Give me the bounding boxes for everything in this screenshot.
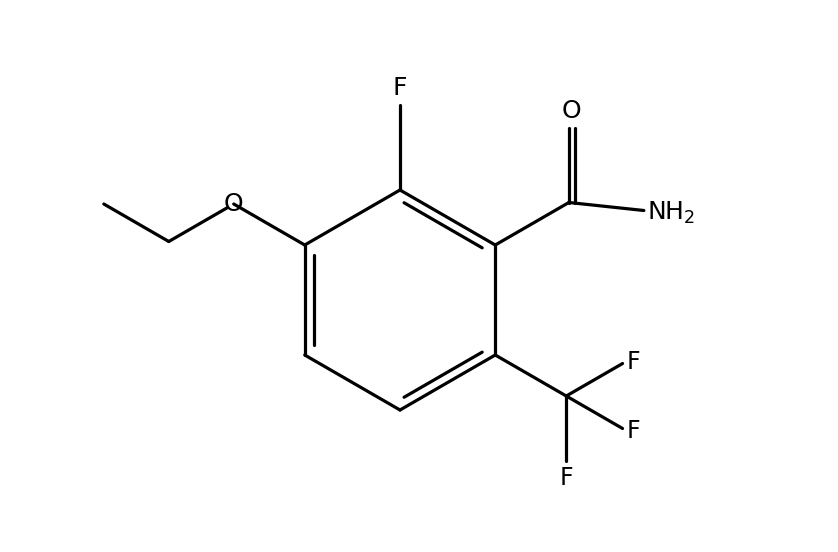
Text: F: F xyxy=(627,418,640,443)
Text: O: O xyxy=(562,98,582,123)
Text: F: F xyxy=(393,76,407,100)
Text: O: O xyxy=(224,192,244,216)
Text: F: F xyxy=(627,349,640,374)
Text: NH$_2$: NH$_2$ xyxy=(647,199,695,226)
Text: F: F xyxy=(560,466,573,490)
